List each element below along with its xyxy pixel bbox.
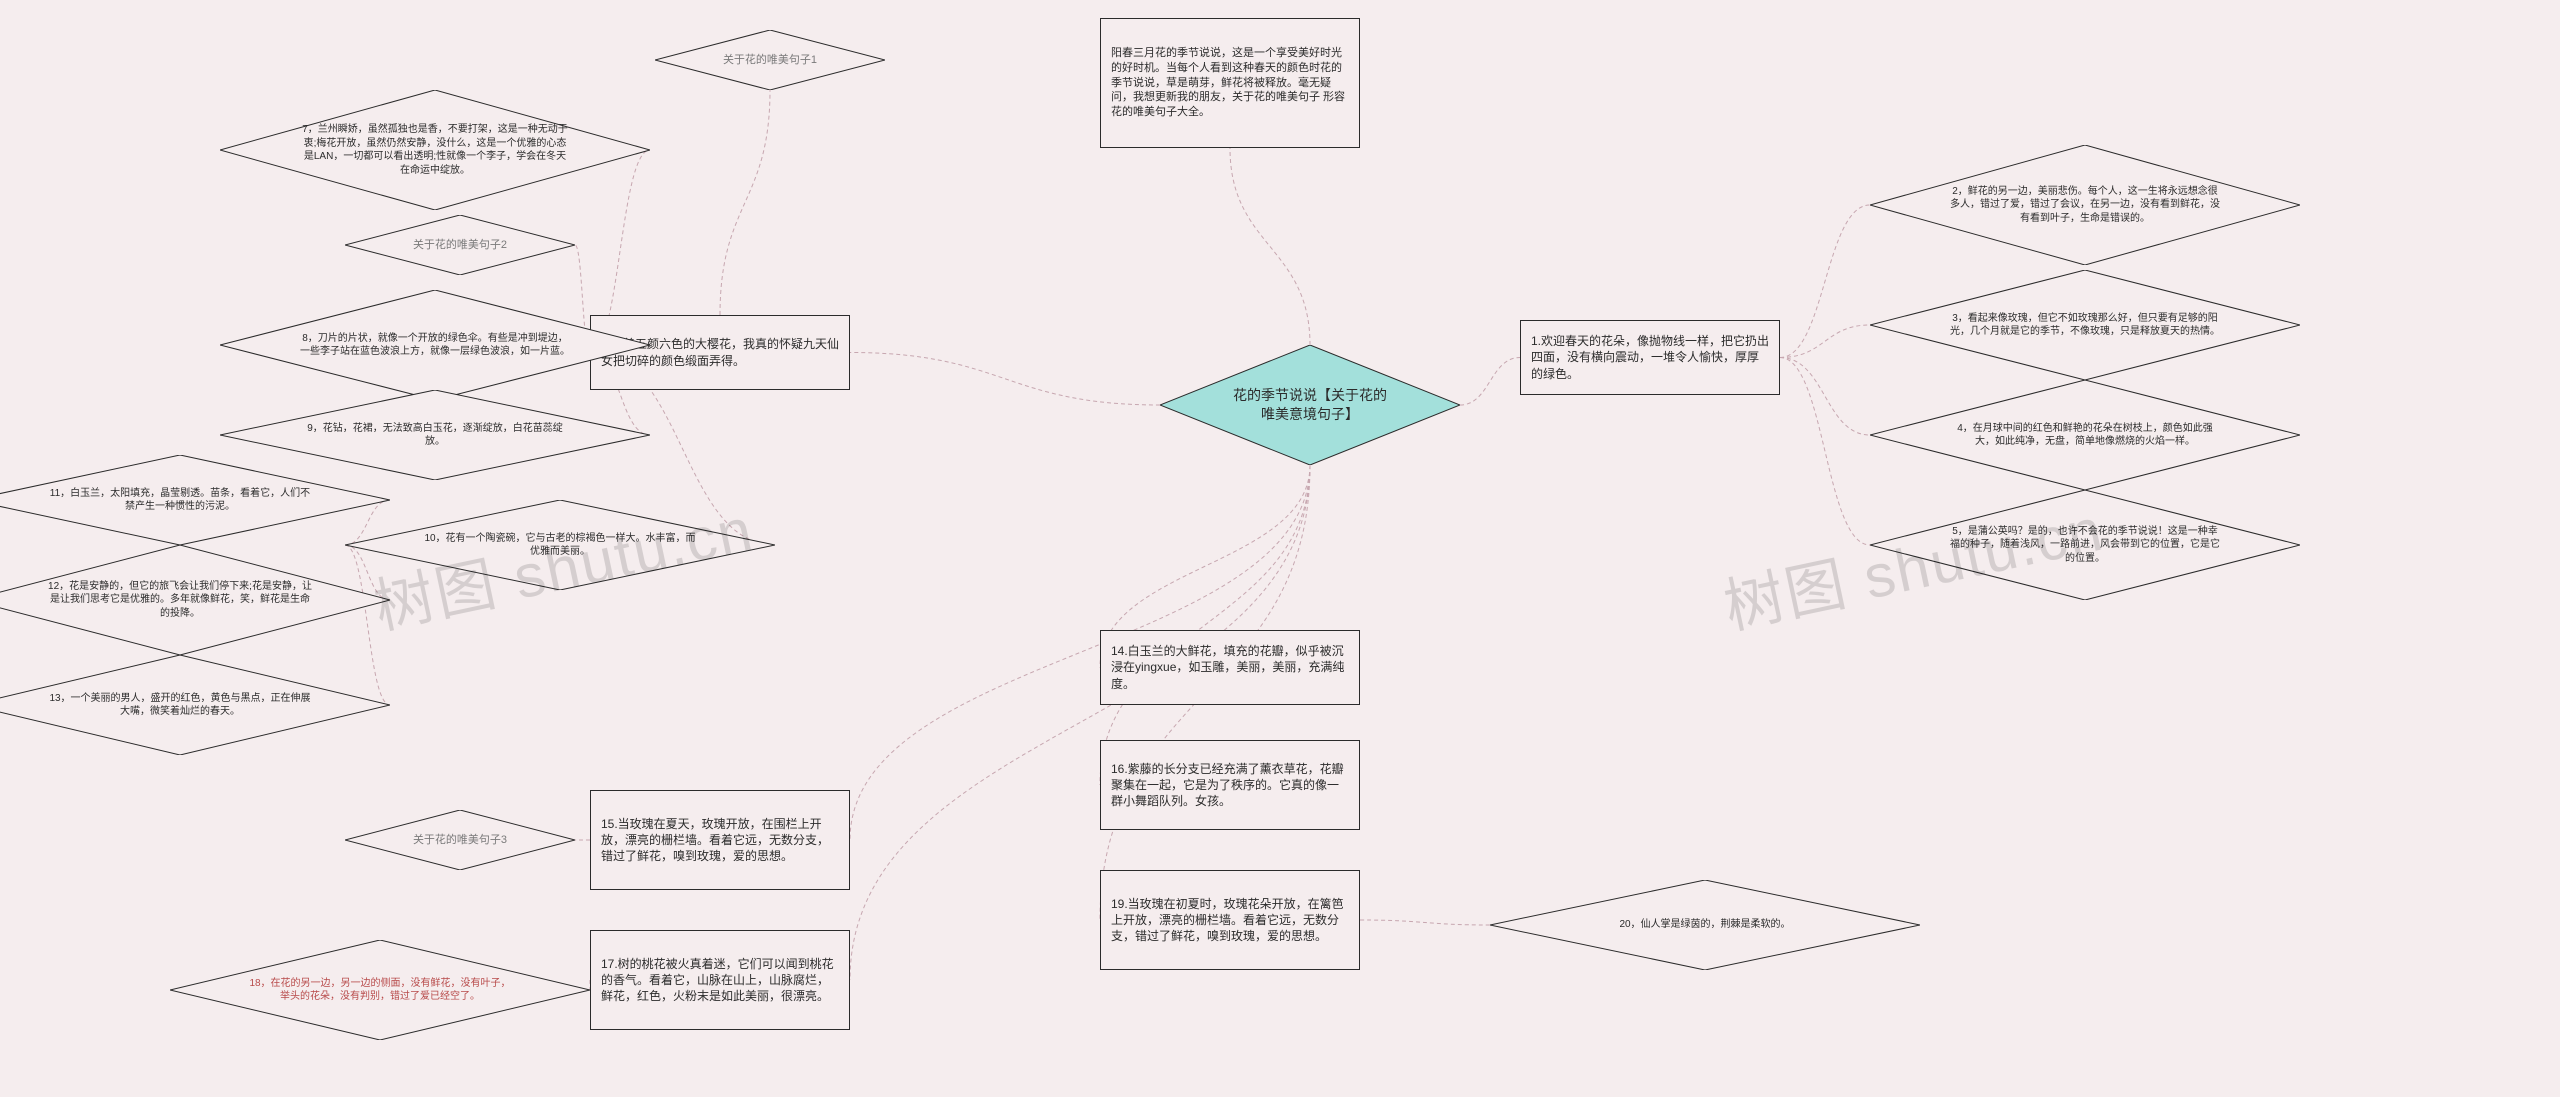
- node-l17[interactable]: 17.树的桃花被火真着迷，它们可以闻到桃花的香气。看着它，山脉在山上，山脉腐烂，…: [590, 930, 850, 1030]
- edge: [1780, 205, 1870, 358]
- mindmap-canvas: 花的季节说说【关于花的 唯美意境句子】 阳春三月花的季节说说，这是一个享受美好时光…: [0, 0, 2560, 1097]
- node-text: 1.欢迎春天的花朵，像抛物线一样，把它扔出四面，没有横向震动，一堆令人愉快，厚厚…: [1531, 333, 1769, 382]
- edge: [1460, 358, 1520, 406]
- node-r1b[interactable]: 3，看起来像玫瑰，但它不如玫瑰那么好，但只要有足够的阳光，几个月就是它的季节，不…: [1870, 270, 2300, 380]
- node-l18[interactable]: 18，在花的另一边，另一边的侧面，没有鲜花，没有叶子，举头的花朵，没有判别，错过…: [170, 940, 590, 1040]
- node-text: 3，看起来像玫瑰，但它不如玫瑰那么好，但只要有足够的阳光，几个月就是它的季节，不…: [1880, 312, 2290, 339]
- node-l12[interactable]: 12，花是安静的，但它的旅飞会让我们停下来;花是安静，让是让我们思考它是优雅的。…: [0, 545, 390, 655]
- node-text: 9，花钻，花裙，无法致高白玉花，逐渐绽放，白花苗蕊绽放。: [230, 422, 640, 449]
- node-text: 20，仙人掌是绿茵的，荆棘是柔软的。: [1500, 918, 1910, 932]
- node-r14[interactable]: 14.白玉兰的大鲜花，填充的花瓣，似乎被沉浸在yingxue，如玉雕，美丽，美丽…: [1100, 630, 1360, 705]
- edge: [720, 90, 770, 315]
- node-l13[interactable]: 13，一个美丽的男人，盛开的红色，黄色与黑点，正在伸展大嘴，微笑着灿烂的春天。: [0, 655, 390, 755]
- edge: [1230, 148, 1310, 345]
- node-r20[interactable]: 20，仙人掌是绿茵的，荆棘是柔软的。: [1490, 880, 1920, 970]
- node-text: 12，花是安静的，但它的旅飞会让我们停下来;花是安静，让是让我们思考它是优雅的。…: [0, 580, 380, 621]
- edge: [1780, 358, 1870, 436]
- node-text: 10，花有一个陶瓷碗，它与古老的棕褐色一样大。水丰富，而优雅而美丽。: [355, 532, 765, 559]
- root-node[interactable]: 花的季节说说【关于花的 唯美意境句子】: [1160, 345, 1460, 465]
- node-text: 花的季节说说【关于花的 唯美意境句子】: [1170, 386, 1450, 424]
- node-text: 17.树的桃花被火真着迷，它们可以闻到桃花的香气。看着它，山脉在山上，山脉腐烂，…: [601, 956, 839, 1005]
- edge: [850, 353, 1160, 406]
- node-l15[interactable]: 15.当玫瑰在夏天，玫瑰开放，在围栏上开放，漂亮的栅栏墙。看着它远，无数分支，错…: [590, 790, 850, 890]
- node-text: 7，兰州瞬娇，虽然孤独也是香，不要打架，这是一种无动于衷;梅花开放，虽然仍然安静…: [230, 123, 640, 177]
- node-r16[interactable]: 16.紫藤的长分支已经充满了薰衣草花，花瓣聚集在一起，它是为了秩序的。它真的像一…: [1100, 740, 1360, 830]
- edge: [1780, 358, 1870, 546]
- edge: [1780, 325, 1870, 358]
- edge: [1100, 465, 1310, 785]
- node-text: 18，在花的另一边，另一边的侧面，没有鲜花，没有叶子，举头的花朵，没有判别，错过…: [180, 977, 580, 1004]
- node-l_sec2[interactable]: 关于花的唯美句子2: [345, 215, 575, 275]
- node-text: 关于花的唯美句子1: [665, 53, 875, 68]
- node-text: 19.当玫瑰在初夏时，玫瑰花朵开放，在篱笆上开放，漂亮的栅栏墙。看着它远，无数分…: [1111, 896, 1349, 945]
- node-l11[interactable]: 11，白玉兰，太阳填充，晶莹剔透。苗条，看着它，人们不禁产生一种惯性的污泥。: [0, 455, 390, 545]
- node-text: 8，刀片的片状，就像一个开放的绿色伞。有些是冲到堤边，一些李子站在蓝色波浪上方，…: [230, 332, 640, 359]
- node-text: 16.紫藤的长分支已经充满了薰衣草花，花瓣聚集在一起，它是为了秩序的。它真的像一…: [1111, 761, 1349, 810]
- node-r1c[interactable]: 4，在月球中间的红色和鲜艳的花朵在树枝上，颜色如此强大，如此纯净，无盘，简单地像…: [1870, 380, 2300, 490]
- node-text: 阳春三月花的季节说说，这是一个享受美好时光的好时机。当每个人看到这种春天的颜色时…: [1111, 46, 1349, 120]
- node-text: 13，一个美丽的男人，盛开的红色，黄色与黑点，正在伸展大嘴，微笑着灿烂的春天。: [0, 692, 380, 719]
- node-l_sec1[interactable]: 关于花的唯美句子1: [655, 30, 885, 90]
- node-text: 11，白玉兰，太阳填充，晶莹剔透。苗条，看着它，人们不禁产生一种惯性的污泥。: [0, 487, 380, 514]
- node-l10[interactable]: 10，花有一个陶瓷碗，它与古老的棕褐色一样大。水丰富，而优雅而美丽。: [345, 500, 775, 590]
- node-text: 5，是蒲公英吗？是的，也许不会花的季节说说！这是一种幸福的种子，随着浅风，一路前…: [1880, 525, 2290, 566]
- node-r1d[interactable]: 5，是蒲公英吗？是的，也许不会花的季节说说！这是一种幸福的种子，随着浅风，一路前…: [1870, 490, 2300, 600]
- node-l_sec3[interactable]: 关于花的唯美句子3: [345, 810, 575, 870]
- node-text: 2，鲜花的另一边，美丽悲伤。每个人，这一生将永远想念很多人，错过了爱，错过了会议…: [1880, 185, 2290, 226]
- node-text: 4，在月球中间的红色和鲜艳的花朵在树枝上，颜色如此强大，如此纯净，无盘，简单地像…: [1880, 422, 2290, 449]
- node-text: 15.当玫瑰在夏天，玫瑰开放，在围栏上开放，漂亮的栅栏墙。看着它远，无数分支，错…: [601, 816, 839, 865]
- node-r19[interactable]: 19.当玫瑰在初夏时，玫瑰花朵开放，在篱笆上开放，漂亮的栅栏墙。看着它远，无数分…: [1100, 870, 1360, 970]
- node-text: 关于花的唯美句子2: [355, 238, 565, 253]
- node-r1[interactable]: 1.欢迎春天的花朵，像抛物线一样，把它扔出四面，没有横向震动，一堆令人愉快，厚厚…: [1520, 320, 1780, 395]
- node-n_up1[interactable]: 阳春三月花的季节说说，这是一个享受美好时光的好时机。当每个人看到这种春天的颜色时…: [1100, 18, 1360, 148]
- node-l7[interactable]: 7，兰州瞬娇，虽然孤独也是香，不要打架，这是一种无动于衷;梅花开放，虽然仍然安静…: [220, 90, 650, 210]
- node-text: 14.白玉兰的大鲜花，填充的花瓣，似乎被沉浸在yingxue，如玉雕，美丽，美丽…: [1111, 643, 1349, 692]
- edge: [1360, 920, 1490, 925]
- node-r1a[interactable]: 2，鲜花的另一边，美丽悲伤。每个人，这一生将永远想念很多人，错过了爱，错过了会议…: [1870, 145, 2300, 265]
- node-text: 关于花的唯美句子3: [355, 833, 565, 848]
- node-l8[interactable]: 8，刀片的片状，就像一个开放的绿色伞。有些是冲到堤边，一些李子站在蓝色波浪上方，…: [220, 290, 650, 400]
